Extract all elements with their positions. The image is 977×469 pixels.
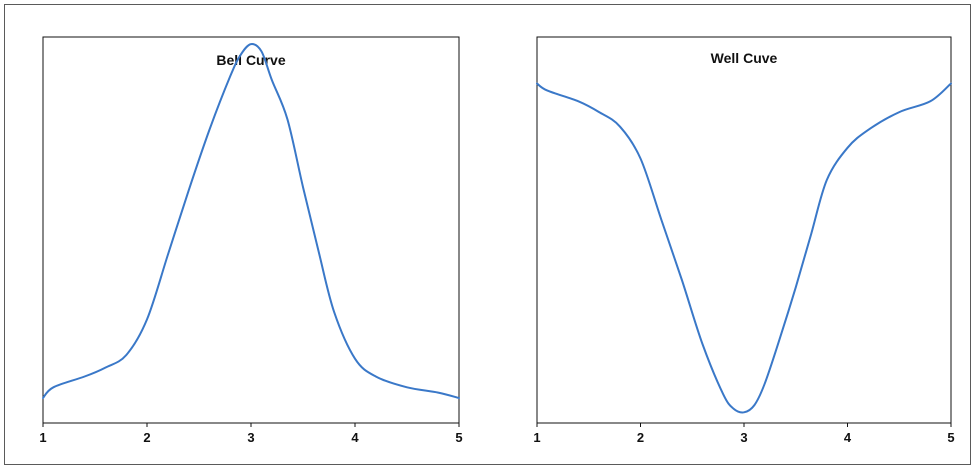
x-tick-label: 3 xyxy=(740,430,747,445)
x-tick-label: 1 xyxy=(533,430,540,445)
x-axis: 1 2 3 4 5 xyxy=(39,423,463,445)
well-curve-panel: Well Cuve 1 2 3 4 5 xyxy=(533,36,955,445)
chart-title: Well Cuve xyxy=(711,50,778,66)
x-axis: 1 2 3 4 5 xyxy=(533,423,955,445)
x-tick-label: 5 xyxy=(947,430,954,445)
series-line xyxy=(42,43,460,399)
x-tick-label: 2 xyxy=(143,430,150,445)
plot-area xyxy=(42,36,460,424)
x-tick-label: 3 xyxy=(247,430,254,445)
x-tick-label: 5 xyxy=(455,430,462,445)
x-tick-label: 2 xyxy=(637,430,644,445)
x-tick-label: 1 xyxy=(39,430,46,445)
series-line xyxy=(536,82,952,414)
figure-frame xyxy=(4,4,971,465)
bell-curve-panel: Bell Curve 1 2 3 4 5 xyxy=(39,36,463,445)
plot-area xyxy=(536,36,952,424)
x-tick-label: 4 xyxy=(351,430,359,445)
series-group xyxy=(536,82,952,414)
chart-title: Bell Curve xyxy=(216,52,285,68)
series-group xyxy=(42,43,460,399)
x-tick-label: 4 xyxy=(844,430,852,445)
